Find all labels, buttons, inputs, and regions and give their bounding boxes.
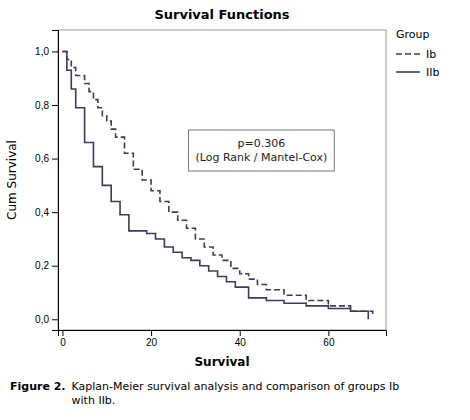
legend-title: Group: [396, 28, 430, 41]
legend-item: Ib: [396, 48, 436, 61]
legend-item: IIb: [396, 66, 439, 79]
y-tick: 0,8: [35, 100, 58, 111]
legend-swatch: [396, 53, 420, 55]
y-tick: 0,2: [35, 260, 58, 271]
caption-label: Figure 2.: [10, 380, 66, 393]
legend-label: Ib: [426, 48, 436, 61]
legend-swatch: [396, 71, 420, 73]
annotation-line: (Log Rank / Mantel-Cox): [195, 151, 327, 164]
x-tick-label: 40: [235, 337, 247, 348]
x-tick: 20: [146, 330, 158, 348]
x-tick-mark: [151, 330, 152, 336]
x-tick: 40: [235, 330, 247, 348]
title: Survival Functions: [154, 7, 289, 22]
chart: 0 20 40 60 0,0 0,2 0,4 0,6 0,8 1,0 p=0.306(Log Ran…: [0, 0, 470, 420]
x-tick-label: 0: [60, 337, 66, 348]
x-tick: 60: [323, 330, 335, 348]
y-tick-mark: [52, 105, 58, 106]
x-tick-mark: [240, 330, 241, 336]
caption-line: with IIb.: [72, 394, 116, 407]
y-tick-label: 0,4: [35, 207, 49, 218]
y-tick: 0,6: [35, 153, 58, 164]
x-tick-mark: [328, 330, 329, 336]
y-tick-mark: [52, 266, 58, 267]
y-tick-mark: [52, 319, 58, 320]
legend-label: IIb: [426, 66, 439, 79]
y-tick-mark: [52, 51, 58, 52]
y-tick-label: 1,0: [35, 46, 49, 57]
y-tick-label: 0,0: [35, 314, 49, 325]
x-tick-label: 60: [323, 337, 335, 348]
x-tick-label: 20: [146, 337, 158, 348]
y-tick: 0,0: [35, 314, 58, 325]
y-tick-mark: [52, 212, 58, 213]
y-tick: 0,4: [35, 207, 58, 218]
annotation-line: p=0.306: [238, 137, 286, 150]
annotation: p=0.306(Log Rank / Mantel-Cox): [188, 130, 334, 171]
y-tick-label: 0,6: [35, 153, 49, 164]
y-axis-line: [52, 31, 59, 331]
x-axis-title: Survival: [194, 355, 249, 369]
plot-area: 0 20 40 60 0,0 0,2 0,4 0,6 0,8 1,0 p=0.306(Log Ran…: [35, 30, 386, 348]
x-tick: 0: [60, 330, 66, 348]
annotation-text: p=0.306(Log Rank / Mantel-Cox): [195, 137, 327, 164]
annotation-box: [188, 130, 334, 171]
legend: Group Ib IIb: [396, 28, 439, 79]
y-tick-mark: [52, 159, 58, 160]
y-tick: 1,0: [35, 46, 58, 57]
y-axis-title: Cum Survival: [5, 140, 19, 220]
x-tick-mark: [62, 330, 63, 336]
plot-frame: [58, 30, 386, 330]
survival-line: [62, 51, 368, 319]
lines: [62, 51, 372, 319]
caption-line: Kaplan-Meier survival analysis and compa…: [72, 380, 400, 393]
x-axis: 0 20 40 60: [59, 330, 387, 348]
y-tick-label: 0,2: [35, 260, 49, 271]
x-axis-line: [59, 331, 387, 337]
y-tick-label: 0,8: [35, 100, 49, 111]
caption-text: Kaplan-Meier survival analysis and compa…: [72, 380, 400, 407]
y-axis: 0,0 0,2 0,4 0,6 0,8 1,0: [35, 31, 58, 331]
